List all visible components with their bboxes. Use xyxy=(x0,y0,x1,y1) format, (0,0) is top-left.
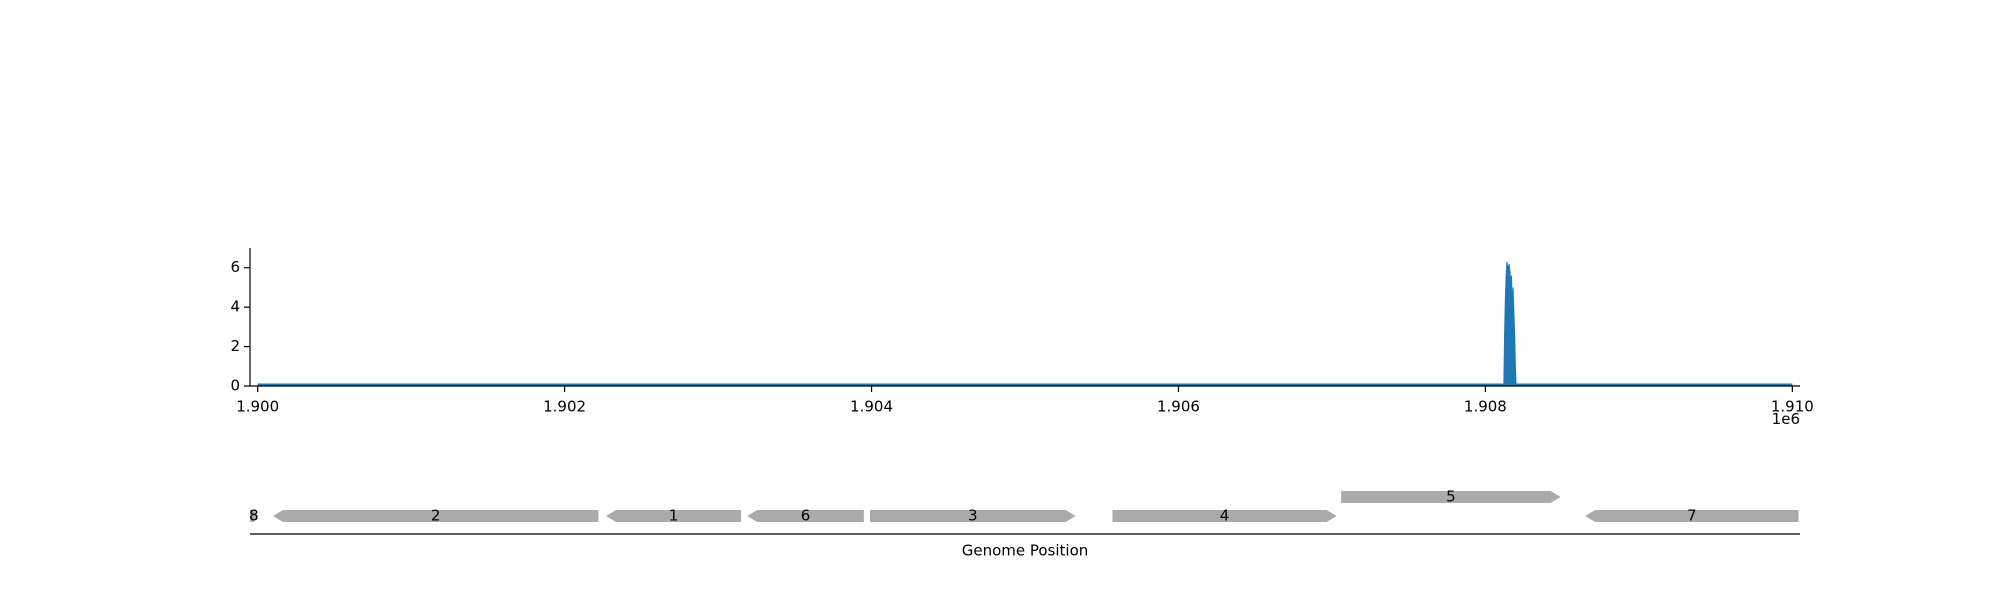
coverage-panel: 0 2 4 6 1.900 1.902 1.904 1.906 1.908 1.910 1e6 xyxy=(230,248,1814,428)
gene-label: 5 xyxy=(1446,488,1456,506)
x-ticks: 1.900 1.902 1.904 1.906 1.908 1.910 xyxy=(236,386,1814,416)
gene-arrow xyxy=(747,510,864,522)
gene-label: 8 xyxy=(249,507,259,525)
gene-label: 4 xyxy=(1220,507,1230,525)
x-tick-label: 1.900 xyxy=(236,398,279,416)
x-offset-label: 1e6 xyxy=(1772,410,1800,428)
gene-arrow xyxy=(1341,491,1561,503)
x-tick-label: 1.906 xyxy=(1157,398,1200,416)
gene-label: 7 xyxy=(1687,507,1697,525)
y-tick-label: 2 xyxy=(230,337,240,355)
gene-arrow xyxy=(606,510,742,522)
gene-arrow xyxy=(870,510,1076,522)
gene-arrow xyxy=(250,510,258,522)
gene-arrow xyxy=(273,510,599,522)
y-tick-label: 6 xyxy=(230,258,240,276)
gene-arrow xyxy=(1585,510,1799,522)
gene-track-panel: 8 2 1 6 3 4 5 7 Genome Position xyxy=(249,488,1800,560)
gene-label: 1 xyxy=(669,507,679,525)
genes-layer: 8 2 1 6 3 4 5 7 xyxy=(249,488,1799,525)
gene-label: 3 xyxy=(968,507,978,525)
gene-label: 2 xyxy=(431,507,441,525)
coverage-area-layer xyxy=(257,261,1793,387)
y-ticks: 0 2 4 6 xyxy=(230,258,250,395)
gene-track-xlabel: Genome Position xyxy=(962,542,1089,560)
x-tick-label: 1.908 xyxy=(1464,398,1507,416)
x-tick-label: 1.910 xyxy=(1771,398,1814,416)
gene-label: 6 xyxy=(801,507,811,525)
x-tick-label: 1.904 xyxy=(850,398,893,416)
y-tick-label: 0 xyxy=(230,377,240,395)
coverage-peak-area xyxy=(1503,261,1517,387)
gene-arrow xyxy=(1112,510,1337,522)
y-tick-label: 4 xyxy=(230,298,240,316)
x-tick-label: 1.902 xyxy=(543,398,586,416)
